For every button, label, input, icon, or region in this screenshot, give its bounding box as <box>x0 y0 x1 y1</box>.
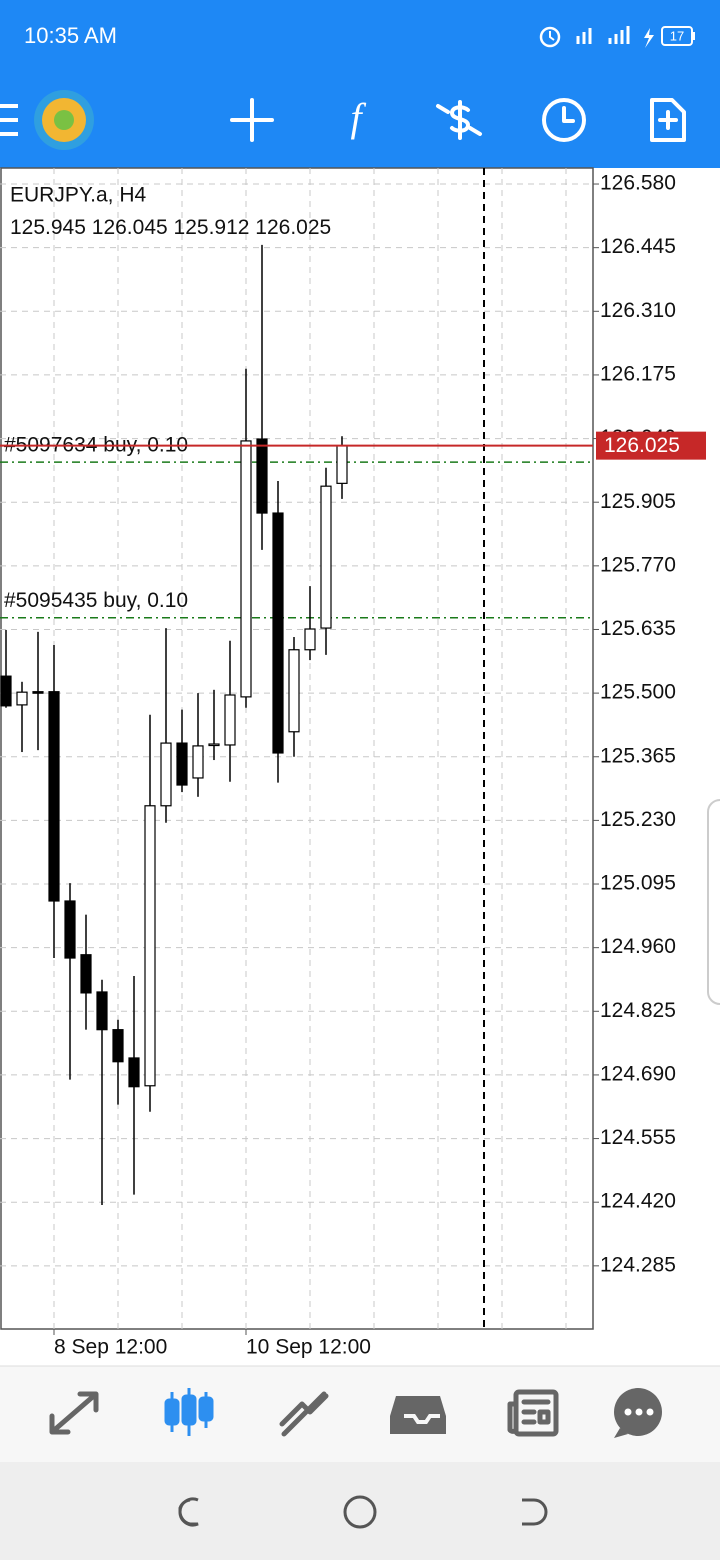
system-nav <box>0 1462 720 1560</box>
candle-body <box>32 691 44 694</box>
recents-button[interactable] <box>178 1497 199 1527</box>
crosshair-button[interactable] <box>230 98 274 142</box>
y-tick-label: 125.095 <box>600 872 676 895</box>
x-tick-label: 10 Sep 12:00 <box>246 1336 371 1359</box>
plot: #5097634 buy, 0.10#5095435 buy, 0.10 <box>0 244 593 1206</box>
bottom-nav <box>0 1366 720 1462</box>
candle-body <box>304 628 316 651</box>
y-tick-label: 126.580 <box>600 172 676 195</box>
status-icons: 17 <box>539 26 695 48</box>
candle-body <box>192 745 204 779</box>
candle-body <box>336 445 348 484</box>
add-window-button[interactable] <box>650 98 686 142</box>
ohlc-low: 125.912 <box>174 216 250 239</box>
y-tick-label: 124.690 <box>600 1062 676 1085</box>
y-tick-label: 124.825 <box>600 999 676 1022</box>
back-button[interactable] <box>522 1498 548 1526</box>
ohlc-readout: 125.945 126.045 125.912 126.025 <box>10 216 331 239</box>
y-tick-label: 124.420 <box>600 1190 676 1213</box>
status-time: 10:35 AM <box>24 23 117 48</box>
ohlc-close: 126.025 <box>255 216 331 239</box>
candle-body <box>208 743 220 747</box>
y-tick-label: 125.500 <box>600 681 676 704</box>
menu-button[interactable] <box>0 104 18 136</box>
timeframe-button[interactable] <box>542 98 586 142</box>
candle-body <box>112 1029 124 1063</box>
chart-area <box>0 167 594 1330</box>
price-box <box>596 431 706 460</box>
y-tick-label: 126.310 <box>600 299 676 322</box>
chart-tab[interactable] <box>164 1388 214 1436</box>
trade-tab[interactable] <box>279 1391 329 1437</box>
y-tick-label: 124.960 <box>600 935 676 958</box>
y-tick-label: 125.905 <box>600 490 676 513</box>
y-tick-label: 124.285 <box>600 1253 676 1276</box>
messages-tab[interactable] <box>614 1388 662 1438</box>
battery-level: 17 <box>670 28 684 43</box>
trade-button[interactable] <box>436 100 482 140</box>
y-tick-label: 125.635 <box>600 617 676 640</box>
x-tick-label: 8 Sep 12:00 <box>54 1336 167 1359</box>
candle-body <box>96 991 108 1031</box>
candle-body <box>320 485 332 629</box>
ohlc-high: 126.045 <box>92 216 168 239</box>
y-tick-label: 125.365 <box>600 744 676 767</box>
candle-body <box>0 675 12 707</box>
top-bar <box>0 0 720 168</box>
candle-body <box>240 440 252 698</box>
history-tab[interactable] <box>390 1396 446 1434</box>
candle-body <box>128 1057 140 1088</box>
y-tick-label: 126.175 <box>600 362 676 385</box>
ohlc-open: 125.945 <box>10 216 86 239</box>
candle-body <box>288 649 300 733</box>
candle-body <box>48 691 60 902</box>
candle-body <box>176 742 188 786</box>
candle-body <box>64 900 76 959</box>
y-tick-label: 125.230 <box>600 808 676 831</box>
home-button[interactable] <box>343 1495 377 1529</box>
candle-body <box>80 954 92 994</box>
edge-handle[interactable] <box>707 799 720 1005</box>
y-tick-label: 125.770 <box>600 553 676 576</box>
candle-body <box>224 694 236 746</box>
order-label: #5095435 buy, 0.10 <box>4 589 188 612</box>
candle-body <box>256 438 268 514</box>
quotes-tab[interactable] <box>49 1391 99 1435</box>
candle-body <box>16 691 28 706</box>
y-tick-label: 124.555 <box>600 1126 676 1149</box>
app-logo[interactable] <box>34 90 94 150</box>
candle-body <box>272 512 284 754</box>
y-tick-label: 126.445 <box>600 235 676 258</box>
news-tab[interactable] <box>507 1389 559 1437</box>
chart-title: EURJPY.a, H4 <box>10 184 146 207</box>
price-label: 126.025 <box>604 434 680 457</box>
candle-body <box>144 805 156 1087</box>
candle-body <box>160 742 172 807</box>
